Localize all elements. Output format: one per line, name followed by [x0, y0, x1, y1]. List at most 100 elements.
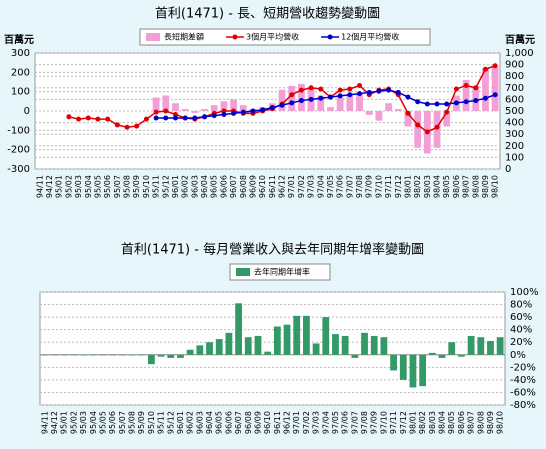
- x-tick-label: 97/01: [292, 411, 301, 434]
- x-tick-label: 95/05: [93, 175, 102, 198]
- line-marker: [298, 87, 304, 93]
- bar: [322, 317, 330, 355]
- bar: [438, 354, 446, 358]
- bar: [264, 351, 272, 355]
- bar: [254, 335, 262, 355]
- x-tick-label: 97/06: [341, 411, 350, 434]
- x-tick-label: 95/01: [60, 411, 69, 434]
- bar: [390, 354, 397, 371]
- line-marker: [482, 95, 488, 101]
- x-tick-label: 97/11: [384, 175, 393, 198]
- line-marker: [105, 116, 111, 122]
- bar: [356, 93, 363, 111]
- bar: [385, 103, 392, 111]
- line-marker: [289, 92, 295, 98]
- line-marker: [424, 129, 430, 135]
- line-marker: [405, 110, 411, 116]
- bar: [303, 315, 310, 355]
- x-tick-label: 98/04: [438, 411, 447, 434]
- x-tick-label: 97/02: [297, 175, 306, 198]
- y2-tick-label: 900: [505, 60, 524, 71]
- legend-swatch: [232, 34, 238, 40]
- y-tick-label: -200: [7, 145, 30, 156]
- line-marker: [492, 63, 498, 69]
- bar: [404, 111, 412, 127]
- bar: [288, 85, 296, 111]
- line-marker: [85, 115, 91, 121]
- bar: [336, 97, 344, 111]
- y2-tick-label: 60%: [510, 312, 532, 323]
- line-marker: [279, 102, 285, 108]
- bar: [409, 354, 417, 388]
- bar: [148, 354, 155, 365]
- line-marker: [211, 113, 217, 119]
- x-tick-label: 97/08: [360, 411, 369, 434]
- x-tick-label: 96/04: [205, 411, 214, 434]
- bar: [467, 335, 475, 355]
- bar: [428, 352, 436, 355]
- legend-label: 長短期差額: [164, 32, 204, 42]
- line-marker: [76, 116, 82, 122]
- x-tick-label: 98/07: [462, 175, 471, 198]
- line-marker: [153, 109, 159, 115]
- x-tick-label: 96/12: [283, 411, 292, 434]
- bar: [380, 337, 388, 355]
- y2-tick-label: 600: [505, 94, 524, 105]
- bar: [118, 354, 126, 356]
- bar: [41, 354, 49, 356]
- line-marker: [221, 111, 227, 117]
- x-tick-label: 98/03: [423, 175, 432, 198]
- y-tick-label: 100: [11, 87, 30, 98]
- x-tick-label: 95/05: [98, 411, 107, 434]
- x-tick-label: 96/01: [176, 411, 185, 434]
- bar: [138, 354, 146, 356]
- line-marker: [153, 115, 159, 121]
- y2-tick-label: 20%: [510, 337, 532, 348]
- line-marker: [318, 86, 324, 92]
- line-marker: [492, 92, 498, 98]
- bar: [215, 339, 223, 355]
- bar: [181, 109, 189, 111]
- bar: [375, 111, 383, 121]
- x-tick-label: 96/02: [181, 175, 190, 198]
- x-tick-label: 95/03: [74, 175, 83, 198]
- line-marker: [327, 94, 333, 100]
- line-marker: [221, 108, 227, 114]
- line-marker: [172, 111, 178, 117]
- x-tick-label: 97/12: [399, 411, 408, 434]
- x-tick-label: 95/08: [123, 175, 132, 198]
- bar: [109, 354, 117, 356]
- x-tick-label: 96/01: [171, 175, 180, 198]
- bar: [487, 340, 494, 355]
- bar: [458, 354, 465, 357]
- line-marker: [308, 96, 314, 102]
- bar: [317, 95, 325, 111]
- x-tick-label: 96/02: [186, 411, 195, 434]
- line-marker: [386, 87, 392, 93]
- bar: [365, 111, 373, 115]
- x-tick-label: 98/09: [486, 411, 495, 434]
- x-tick-label: 95/06: [108, 411, 117, 434]
- y2-axis-label: 百萬元: [505, 33, 535, 46]
- y2-tick-label: 200: [505, 141, 524, 152]
- bar: [128, 354, 136, 356]
- chart-title: 首利(1471) - 長、短期營收趨勢變動圖: [155, 6, 380, 22]
- line-marker: [415, 99, 421, 105]
- line-marker: [473, 98, 479, 104]
- x-tick-label: 95/09: [137, 411, 146, 434]
- y2-tick-label: 0%: [510, 350, 526, 361]
- bar: [162, 95, 170, 111]
- legend-swatch: [327, 34, 333, 40]
- x-tick-label: 96/12: [278, 175, 287, 198]
- x-tick-label: 94/12: [50, 411, 59, 434]
- line-marker: [444, 109, 450, 115]
- line-marker: [357, 82, 363, 88]
- x-tick-label: 96/07: [234, 411, 243, 434]
- x-tick-label: 97/05: [326, 175, 335, 198]
- bar: [177, 354, 184, 358]
- y2-tick-label: -60%: [510, 387, 536, 398]
- line-marker: [366, 89, 372, 95]
- x-tick-label: 96/11: [273, 411, 282, 434]
- line-marker: [124, 124, 130, 130]
